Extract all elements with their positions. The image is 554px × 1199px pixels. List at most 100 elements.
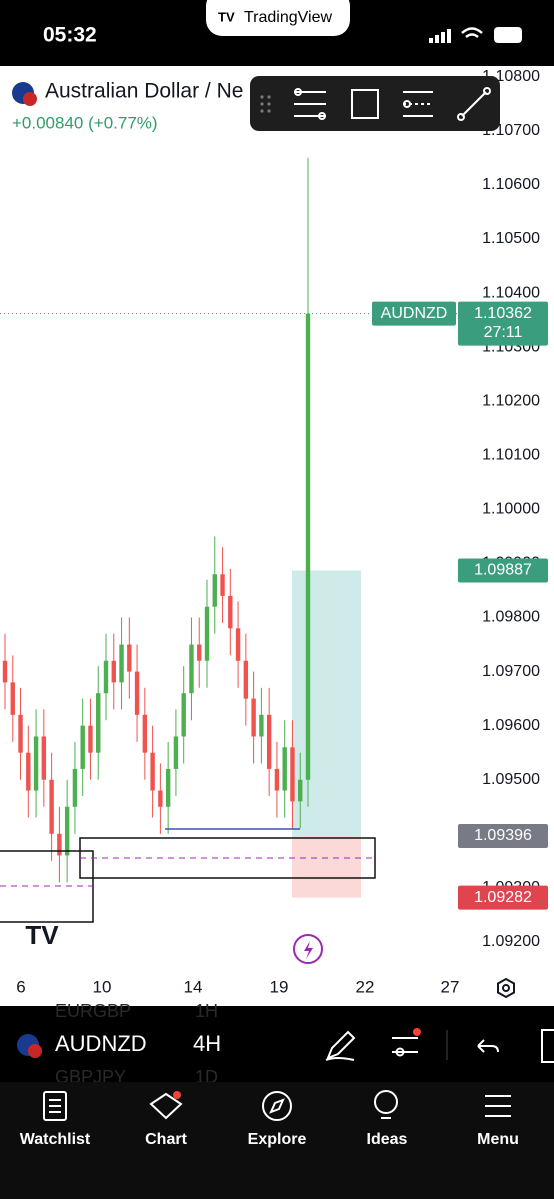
flag xyxy=(23,92,37,106)
target-badge: 1.09887 xyxy=(474,562,532,579)
ghost-interval: 1H xyxy=(195,1001,218,1021)
candle-body xyxy=(298,779,303,802)
candle-body xyxy=(49,779,54,834)
ghost-symbol: GBPJPY xyxy=(55,1067,126,1087)
candle-body xyxy=(220,574,225,596)
candle-body xyxy=(274,768,280,791)
last-price-badge: 1.10362 xyxy=(474,305,532,322)
time: 05:32 xyxy=(43,24,97,47)
y-tick-label: 1.10400 xyxy=(482,284,540,301)
stop-badge-bg xyxy=(458,885,548,910)
candle-body xyxy=(26,752,31,791)
stop-zone xyxy=(292,835,361,898)
app-name: TradingView xyxy=(244,9,332,26)
price-change: +0.00840 (+0.77%) xyxy=(12,113,158,132)
candle-body xyxy=(96,693,101,753)
candle-body xyxy=(165,768,171,807)
event-icon[interactable] xyxy=(293,934,323,964)
candle-body xyxy=(57,833,62,856)
candle-body xyxy=(181,693,186,737)
candle-body xyxy=(10,682,15,715)
y-tick-label: 1.10200 xyxy=(482,392,540,409)
candle-body xyxy=(243,660,249,699)
candle-body xyxy=(111,660,116,683)
battery xyxy=(494,27,522,43)
watermark: TV xyxy=(25,920,59,950)
candle-body xyxy=(235,628,241,661)
symbol[interactable]: AUDNZD xyxy=(55,1031,147,1056)
candle-body xyxy=(212,574,217,607)
tool-channel[interactable] xyxy=(403,91,433,117)
menu-icon[interactable] xyxy=(485,1095,511,1117)
nav-label[interactable]: Chart xyxy=(145,1131,187,1148)
candle-body xyxy=(72,768,78,807)
x-tick-label: 22 xyxy=(356,977,375,996)
candle-body xyxy=(266,714,272,769)
more-icon[interactable] xyxy=(541,1029,554,1063)
y-tick-label: 1.10600 xyxy=(482,176,540,193)
candle-body xyxy=(80,725,85,769)
entry-badge: 1.09396 xyxy=(474,827,532,844)
y-tick-label: 1.09500 xyxy=(482,771,540,788)
candle-body xyxy=(18,714,23,753)
x-tick-label: 14 xyxy=(184,977,203,996)
target-badge-bg xyxy=(458,558,548,583)
wifi xyxy=(461,27,483,39)
x-tick-label: 6 xyxy=(16,977,25,996)
y-tick-label: 1.10100 xyxy=(482,447,540,464)
candle-body xyxy=(134,671,140,715)
logo: TV xyxy=(218,9,235,24)
settings-icon[interactable] xyxy=(497,977,515,999)
chart-area xyxy=(0,66,554,1006)
indicators-icon[interactable] xyxy=(392,1037,418,1057)
nav-label[interactable]: Explore xyxy=(248,1131,307,1148)
drawing-toolbar xyxy=(250,76,500,131)
x-tick-label: 19 xyxy=(270,977,289,996)
candle-body xyxy=(150,752,155,791)
tool-trendline[interactable] xyxy=(457,87,491,121)
ideas-icon[interactable] xyxy=(374,1090,398,1119)
nav-label[interactable]: Watchlist xyxy=(20,1131,91,1148)
candle-body xyxy=(204,606,210,661)
candle-body xyxy=(290,747,295,802)
settings-icon xyxy=(502,984,510,992)
candle-body xyxy=(228,595,233,629)
last-price-badge-bg xyxy=(458,301,548,346)
nav-label[interactable]: Ideas xyxy=(367,1131,408,1148)
y-tick-label: 1.09800 xyxy=(482,609,540,626)
signal xyxy=(429,29,451,43)
nav-label[interactable]: Menu xyxy=(477,1131,519,1148)
y-tick-label: 1.09700 xyxy=(482,663,540,680)
symbol-badge: AUDNZD xyxy=(381,305,448,322)
y-tick-label: 1.10000 xyxy=(482,501,540,518)
tool-rectangle[interactable] xyxy=(351,89,379,119)
candle-body xyxy=(282,747,287,791)
x-tick-label: 27 xyxy=(441,977,460,996)
candle-body xyxy=(64,806,70,856)
candle-body xyxy=(127,644,132,672)
candle-body xyxy=(33,736,39,791)
drag-handle xyxy=(260,95,271,113)
explore-icon[interactable] xyxy=(262,1091,292,1121)
candle-body xyxy=(173,736,179,769)
draw-icon[interactable] xyxy=(325,1030,356,1061)
symbol-badge-bg xyxy=(372,301,456,326)
watchlist-icon[interactable] xyxy=(43,1091,67,1121)
candle-body xyxy=(259,714,264,737)
undo-icon[interactable] xyxy=(477,1039,499,1053)
candle-body xyxy=(158,790,163,807)
candle-body xyxy=(305,313,311,780)
instrument-name: Australian Dollar / Ne xyxy=(45,80,243,103)
ghost-symbol: EURGBP xyxy=(55,1001,131,1021)
interval[interactable]: 4H xyxy=(193,1031,221,1056)
entry-badge-bg xyxy=(458,823,548,848)
candle-body xyxy=(103,660,109,694)
tool-fib[interactable] xyxy=(294,88,326,120)
x-tick-label: 10 xyxy=(93,977,112,996)
countdown: 27:11 xyxy=(484,324,523,341)
indicator-dot xyxy=(413,1028,421,1036)
plot: 1.092001.093001.094001.095001.096001.097… xyxy=(0,68,540,996)
chart-icon[interactable] xyxy=(149,1092,183,1120)
